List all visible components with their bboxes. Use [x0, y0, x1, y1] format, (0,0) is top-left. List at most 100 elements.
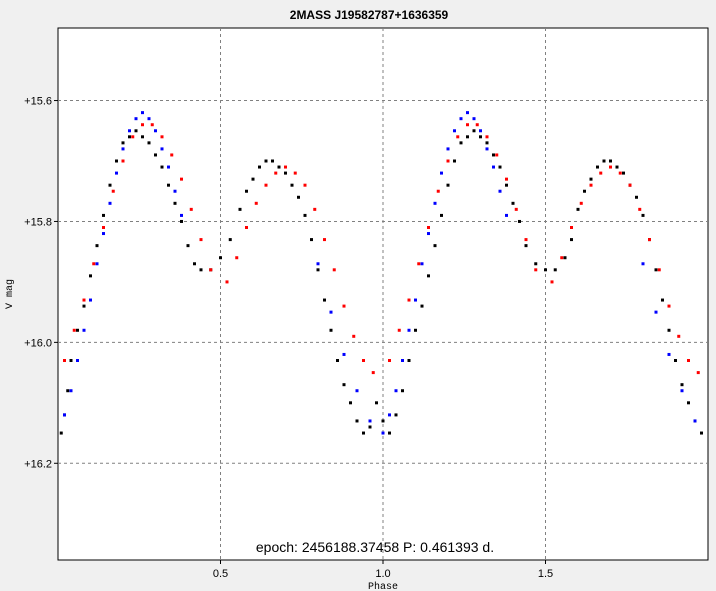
data-point	[388, 431, 391, 435]
data-point	[271, 159, 274, 163]
data-point	[121, 159, 125, 163]
data-point	[381, 431, 385, 435]
data-point	[456, 135, 460, 139]
data-point	[258, 165, 261, 169]
data-point	[199, 268, 203, 272]
data-point	[277, 165, 281, 169]
data-point	[414, 298, 417, 302]
data-point	[622, 171, 625, 175]
data-point	[209, 268, 213, 272]
data-point	[69, 359, 73, 362]
data-point	[303, 183, 307, 187]
data-point	[648, 238, 651, 242]
data-point	[401, 359, 404, 362]
data-point	[466, 123, 469, 127]
data-point	[661, 298, 664, 302]
data-point	[407, 328, 411, 332]
data-point	[342, 352, 346, 356]
data-point	[446, 159, 450, 163]
data-point	[700, 431, 703, 435]
data-point	[167, 165, 170, 169]
data-point	[362, 359, 365, 362]
data-point	[228, 238, 232, 242]
data-point	[524, 238, 528, 242]
data-point	[677, 334, 681, 338]
data-point	[76, 359, 79, 362]
data-point	[323, 298, 326, 302]
data-point	[245, 189, 248, 193]
data-point	[583, 189, 586, 193]
data-point	[427, 274, 430, 278]
data-point	[436, 189, 440, 193]
x-tick-label: 1.5	[538, 568, 553, 580]
data-point	[141, 123, 144, 127]
data-point	[589, 183, 593, 187]
data-point	[251, 177, 255, 181]
data-point	[693, 419, 697, 423]
data-point	[427, 226, 430, 229]
data-point	[154, 153, 157, 157]
data-point	[414, 328, 417, 332]
data-point	[141, 111, 144, 115]
data-point	[316, 262, 320, 266]
data-point	[121, 141, 125, 145]
data-point	[336, 359, 339, 362]
data-point	[388, 359, 391, 362]
data-point	[131, 135, 135, 139]
data-point	[472, 117, 476, 121]
data-point	[297, 195, 300, 199]
data-point	[687, 359, 690, 362]
data-point	[170, 153, 174, 157]
data-point	[505, 213, 508, 217]
data-point	[225, 280, 229, 284]
data-point	[362, 431, 365, 435]
data-point	[245, 226, 248, 229]
data-point	[63, 359, 66, 362]
data-point	[193, 262, 196, 266]
data-point	[599, 171, 603, 175]
data-point	[235, 256, 239, 260]
data-point	[687, 401, 690, 405]
data-point	[180, 219, 183, 223]
data-point	[602, 159, 606, 163]
data-point	[76, 328, 79, 332]
data-point	[492, 153, 495, 157]
data-point	[284, 165, 287, 169]
data-point	[524, 244, 528, 248]
data-point	[72, 328, 76, 332]
data-point	[696, 371, 700, 375]
data-point	[128, 135, 131, 139]
data-point	[609, 165, 612, 169]
data-point	[199, 238, 203, 242]
data-point	[680, 383, 684, 387]
data-point	[95, 262, 99, 266]
data-point	[563, 256, 567, 260]
data-point	[332, 268, 336, 272]
data-point	[329, 310, 333, 314]
data-point	[173, 189, 177, 193]
data-point	[479, 135, 482, 139]
data-point	[407, 298, 411, 302]
data-point	[284, 171, 287, 175]
data-point	[160, 135, 164, 139]
data-point	[160, 147, 164, 151]
data-point	[570, 238, 573, 242]
data-point	[388, 413, 391, 417]
data-point	[466, 135, 469, 139]
data-point	[371, 371, 375, 375]
data-point	[102, 232, 105, 236]
data-point	[596, 165, 599, 169]
data-point	[313, 207, 317, 211]
data-point	[121, 147, 125, 151]
data-point	[485, 141, 489, 145]
data-point	[368, 425, 372, 429]
data-point	[381, 419, 385, 423]
data-point	[329, 328, 333, 332]
data-point	[219, 256, 222, 260]
data-point	[570, 226, 573, 229]
data-point	[375, 401, 378, 405]
data-point	[498, 189, 502, 193]
data-point	[459, 141, 463, 145]
data-point	[485, 135, 489, 139]
